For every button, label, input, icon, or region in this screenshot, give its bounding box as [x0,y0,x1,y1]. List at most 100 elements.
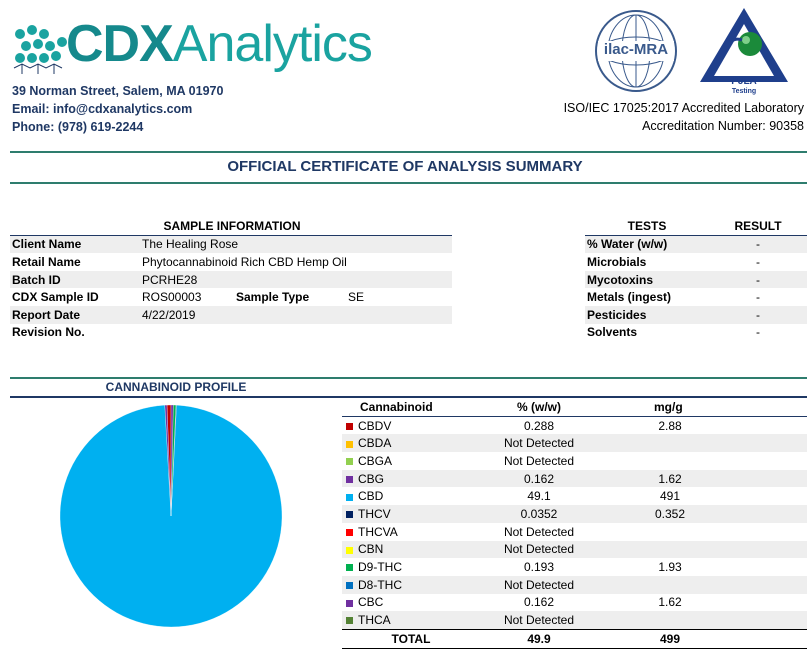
legend-swatch [346,493,353,501]
header-divider [10,151,807,153]
legend-swatch [346,475,353,483]
molecule-logo-icon [13,25,67,74]
cannabinoid-percent: Not Detected [503,453,575,468]
accreditation-line-1: ISO/IEC 17025:2017 Accredited Laboratory [563,101,804,115]
test-result: - [707,305,807,324]
cannabinoid-percent: Not Detected [480,611,598,630]
accreditation-line-2: Accreditation Number: 90358 [642,119,804,133]
ilac-mra-text: ilac-MRA [603,41,669,58]
table-row: D9-THC 0.193 1.93 [342,558,807,576]
pjla-text: PJLA [731,76,757,87]
test-name: % Water (w/w) [585,235,707,254]
total-row: TOTAL 49.9 499 [342,628,807,649]
cannabinoid-percent: 0.193 [523,560,555,575]
pie-slice-cbc [170,404,174,517]
cannabinoid-name: CBD [358,489,384,504]
cannabinoid-name: CBDV [358,418,392,433]
test-result: - [756,290,760,305]
profile-heading-underline [10,396,342,398]
pjla-testing-text: Testing [731,88,757,95]
pjla-logo: PJLA Testing [698,6,790,98]
table-row: CBC 0.162 1.62 [342,594,807,612]
pie-slice-cbd [59,404,283,628]
cannabinoid-column-header: Cannabinoid [342,395,480,417]
cannabinoid-name: THCV [358,506,391,521]
cannabinoid-percent: 49.1 [527,489,551,504]
cannabinoid-percent: 0.0352 [480,505,598,523]
title-divider [10,182,807,184]
legend-swatch [346,599,353,607]
table-row: Microbials - [585,253,807,271]
cannabinoid-percent: 0.288 [523,418,555,433]
cannabinoid-mg [598,523,742,541]
table-row: CBG 0.162 1.62 [342,469,807,488]
test-name: Mycotoxins [585,270,707,289]
cannabinoid-mg: 2.88 [658,418,682,433]
cannabinoid-percent: 0.162 [523,595,555,610]
table-row: Solvents - [585,324,807,342]
table-row: CDX Sample ID ROS00003 Sample Type SE [10,288,452,306]
cannabinoid-mg [598,434,742,453]
tests-table: TESTS RESULT % Water (w/w) - Microbials - … [585,217,807,341]
table-row: CBDA Not Detected [342,434,807,453]
cannabinoid-percent: Not Detected [503,524,575,539]
cannabinoid-name: THCVA [358,524,398,539]
cannabinoid-name: D8-THC [358,577,402,592]
cannabinoid-name: THCA [358,613,391,628]
table-row: Mycotoxins - [585,270,807,289]
table-row: THCA Not Detected [342,611,807,630]
table-row: Revision No. [10,324,452,342]
cannabinoid-pie-chart [59,404,283,628]
cannabinoid-mg: 491 [659,489,681,504]
cannabinoid-name: D9-THC [358,560,402,575]
cannabinoid-mg: 0.352 [598,505,742,523]
retail-name-value: Phytocannabinoid Rich CBD Hemp Oil [142,254,347,269]
client-name-value: The Healing Rose [140,235,452,254]
cannabinoid-percent: Not Detected [480,575,598,594]
batch-id-label: Batch ID [10,270,140,289]
table-row: THCVA Not Detected [342,523,807,541]
cannabinoid-mg [598,452,742,470]
cannabinoid-mg [598,611,742,630]
legend-swatch [346,440,353,448]
logo-analytics-text: Analytics [172,15,373,73]
table-row: Batch ID PCRHE28 [10,270,452,289]
client-name-label: Client Name [10,235,140,254]
cannabinoid-percent: 0.162 [480,469,598,488]
cannabinoid-profile-heading: CANNABINOID PROFILE [105,380,247,394]
table-row: D8-THC Not Detected [342,575,807,594]
legend-swatch [346,617,353,625]
cannabinoid-mg: 1.62 [598,469,742,488]
cannabinoid-name: CBGA [358,453,393,468]
cdx-logo: CDXAnalytics [10,14,380,84]
test-name: Microbials [587,254,647,269]
table-row: Pesticides - [585,305,807,324]
cdx-sample-id-value: ROS00003 [142,290,202,305]
legend-swatch [346,511,353,519]
table-row: Client Name The Healing Rose [10,235,452,254]
legend-swatch [346,458,353,466]
revision-no-label: Revision No. [12,325,85,340]
table-row: CBD 49.1 491 [342,487,807,505]
lab-phone: Phone: (978) 619-2244 [12,120,144,134]
test-result: - [756,325,760,340]
test-result: - [756,254,760,269]
ilac-globe-icon [595,10,677,92]
test-result: - [707,270,807,289]
sample-type-label: Sample Type [236,290,310,305]
legend-swatch [346,546,353,554]
cannabinoid-name: CBN [358,542,384,557]
cannabinoid-mg [598,540,742,559]
legend-swatch [346,528,353,536]
sample-type-value: SE [348,290,365,305]
cannabinoid-name: CBC [358,595,384,610]
cannabinoid-mg: 1.62 [658,595,682,610]
percent-column-header: % (w/w) [480,395,598,417]
ilac-mra-seal: ilac-MRA [592,9,680,93]
cannabinoid-name: CBG [358,471,385,486]
test-name: Metals (ingest) [587,290,672,305]
batch-id-value: PCRHE28 [140,270,452,289]
tests-column-header: TESTS [585,217,707,236]
legend-swatch [346,564,353,572]
table-row: CBGA Not Detected [342,452,807,470]
